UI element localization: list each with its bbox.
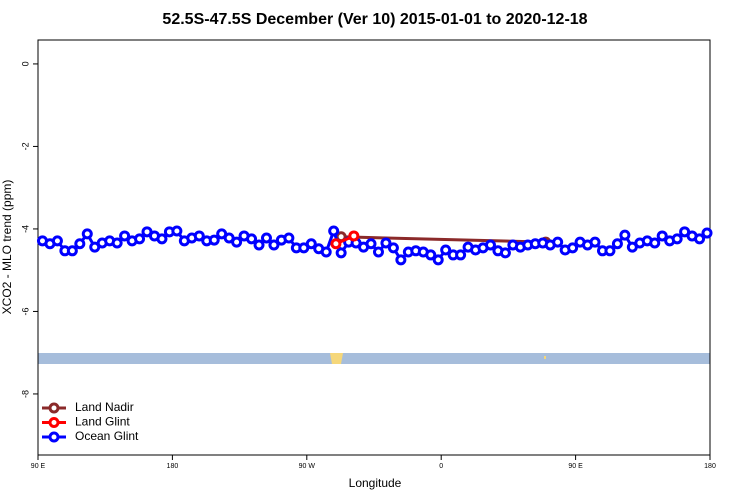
data-point xyxy=(604,245,616,257)
map-strip xyxy=(38,353,710,364)
data-point xyxy=(260,232,272,244)
data-point xyxy=(335,247,347,259)
y-tick-label: -6 xyxy=(20,307,30,315)
data-point xyxy=(81,228,93,240)
data-point xyxy=(440,244,452,256)
y-tick-label: -4 xyxy=(20,225,30,233)
legend-marker xyxy=(48,431,60,443)
plot-frame xyxy=(37,39,711,456)
x-tick-label: 0 xyxy=(439,463,443,470)
data-point xyxy=(380,237,392,249)
data-point xyxy=(119,230,131,242)
data-point xyxy=(305,238,317,250)
data-point xyxy=(619,229,631,241)
legend-marker xyxy=(48,417,60,428)
data-point xyxy=(320,246,332,258)
data-point xyxy=(694,233,706,245)
data-point xyxy=(348,230,360,242)
data-point xyxy=(328,225,340,237)
data-point xyxy=(246,233,258,245)
data-point xyxy=(231,236,243,248)
data-point xyxy=(268,239,280,251)
x-tick-label: 90 E xyxy=(31,463,46,470)
data-point xyxy=(387,242,399,254)
x-axis-label: Longitude xyxy=(349,476,402,490)
x-tick-label: 90 E xyxy=(568,463,583,470)
chart-title: 52.5S-47.5S December (Ver 10) 2015-01-01… xyxy=(162,11,587,28)
data-point xyxy=(656,230,668,242)
y-tick-label: -2 xyxy=(20,142,30,150)
data-point xyxy=(611,238,623,250)
data-point xyxy=(671,233,683,245)
legend-label: Ocean Glint xyxy=(75,429,139,443)
data-point xyxy=(111,237,123,249)
x-tick-label: 180 xyxy=(704,463,716,470)
legend-label: Land Nadir xyxy=(75,400,134,414)
data-point xyxy=(193,230,205,242)
data-point xyxy=(253,239,265,251)
data-point xyxy=(66,245,78,257)
data-point xyxy=(283,232,295,244)
data-point xyxy=(134,233,146,245)
legend-label: Land Glint xyxy=(75,415,130,429)
data-point xyxy=(372,246,384,258)
y-tick-label: -8 xyxy=(20,390,30,398)
data-point xyxy=(649,237,661,249)
x-tick-label: 90 W xyxy=(299,463,316,470)
land-patch xyxy=(330,353,343,364)
data-point xyxy=(432,254,444,266)
data-point xyxy=(552,236,564,248)
data-point xyxy=(589,236,601,248)
data-point xyxy=(208,234,220,246)
data-point xyxy=(74,238,86,250)
data-point xyxy=(51,235,63,247)
y-axis-label: XCO2 - MLO trend (ppm) xyxy=(0,180,14,315)
data-point xyxy=(567,242,579,254)
data-point xyxy=(365,238,377,250)
legend-marker xyxy=(48,402,60,414)
data-point xyxy=(499,247,511,259)
data-point xyxy=(484,239,496,251)
x-tick-label: 180 xyxy=(167,463,179,470)
data-point xyxy=(395,254,407,266)
data-point xyxy=(156,233,168,245)
data-point xyxy=(701,227,713,239)
data-point xyxy=(330,238,342,250)
land-patch xyxy=(544,356,546,359)
data-point xyxy=(171,225,183,237)
data-point xyxy=(455,249,467,261)
data-point xyxy=(425,249,437,261)
y-tick-label: 0 xyxy=(20,61,30,66)
